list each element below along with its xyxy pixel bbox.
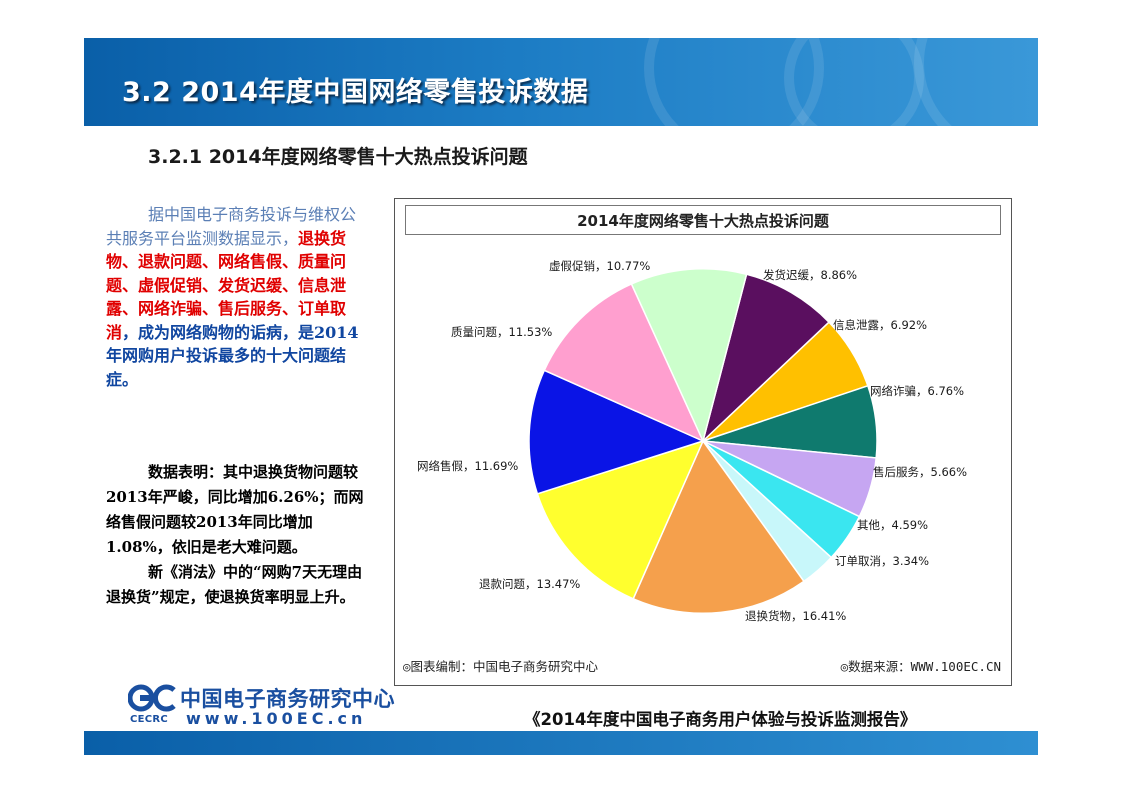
- cecrc-logo: CECRC 中国电子商务研究中心 www.100EC.cn: [128, 684, 395, 730]
- chart-title: 2014年度网络零售十大热点投诉问题: [405, 205, 1001, 235]
- pie-slice: [632, 439, 805, 614]
- report-title: 《2014年度中国电子商务用户体验与投诉监测报告》: [524, 710, 917, 729]
- notes-paragraph-1: 数据表明：其中退换货物问题较2013年严峻，同比增加6.26%；而网络售假问题较…: [106, 460, 368, 560]
- slice-data-label: 发货迟缓，8.86%: [763, 268, 857, 282]
- slice-data-label: 订单取消，3.34%: [835, 554, 929, 568]
- slice-data-label: 网络售假，11.69%: [417, 459, 518, 473]
- pie-slice: [528, 369, 706, 495]
- chart-source: ◎数据来源：WWW.100EC.CN: [840, 659, 1001, 674]
- slice-data-label: 退款问题，13.47%: [479, 577, 580, 591]
- header-band: 3.2 2014年度中国网络零售投诉数据: [84, 38, 1038, 126]
- intro-text: 据中国电子商务投诉与维权公共服务平台监测数据显示，: [106, 205, 357, 248]
- footer-band: [84, 731, 1038, 755]
- chart-credit: ◎图表编制：中国电子商务研究中心: [403, 659, 599, 674]
- pie-slice: [543, 282, 705, 443]
- intro-conclusion: ，成为网络购物的诟病，是2014年网购用户投诉最多的十大问题结症。: [106, 322, 359, 389]
- logo-url: www.100EC.cn: [186, 709, 367, 728]
- slice-data-label: 退换货物，16.41%: [745, 609, 846, 623]
- slice-data-label: 售后服务，5.66%: [873, 465, 967, 479]
- notes-text-2: 新《消法》中的“网购7天无理由退换货”规定，使退换货率明显上升。: [106, 563, 363, 606]
- header-decoration: [784, 38, 924, 126]
- section-subtitle: 3.2.1 2014年度网络零售十大热点投诉问题: [148, 146, 528, 168]
- slice-data-label: 网络诈骗，6.76%: [870, 384, 964, 398]
- header-decoration: [914, 38, 1038, 126]
- slice-data-label: 其他，4.59%: [857, 518, 928, 532]
- notes-text-1: 数据表明：其中退换货物问题较2013年严峻，同比增加6.26%；而网络售假问题较…: [106, 463, 364, 556]
- pie-slice: [536, 439, 705, 600]
- logo-cecrc: CECRC: [130, 714, 169, 725]
- slice-data-label: 信息泄露，6.92%: [833, 318, 927, 332]
- pie-chart-panel: 2014年度网络零售十大热点投诉问题 发货迟缓，8.86% 信息泄露，6.92% 网…: [394, 198, 1012, 686]
- slice-data-label: 虚假促销，10.77%: [549, 259, 650, 273]
- pie-slice: [701, 273, 831, 444]
- intro-paragraph: 据中国电子商务投诉与维权公共服务平台监测数据显示，退换货物、退款问题、网络售假、…: [106, 203, 368, 391]
- notes-paragraph-2: 新《消法》中的“网购7天无理由退换货”规定，使退换货率明显上升。: [106, 560, 368, 610]
- notes-block: 数据表明：其中退换货物问题较2013年严峻，同比增加6.26%；而网络售假问题较…: [106, 460, 368, 610]
- pie-slice: [630, 267, 748, 444]
- page-title: 3.2 2014年度中国网络零售投诉数据: [122, 77, 589, 108]
- pie-chart: 发货迟缓，8.86% 信息泄露，6.92% 网络诈骗，6.76% 售后服务，5.66%…: [417, 259, 967, 623]
- ec-logo-icon: [128, 684, 176, 712]
- slice-data-label: 质量问题，11.53%: [451, 325, 552, 339]
- logo-org-name: 中国电子商务研究中心: [180, 687, 395, 711]
- intro-highlight: 退换货物、退款问题、网络售假、质量问题、虚假促销、发货迟缓、信息泄露、网络诈骗、…: [106, 228, 347, 342]
